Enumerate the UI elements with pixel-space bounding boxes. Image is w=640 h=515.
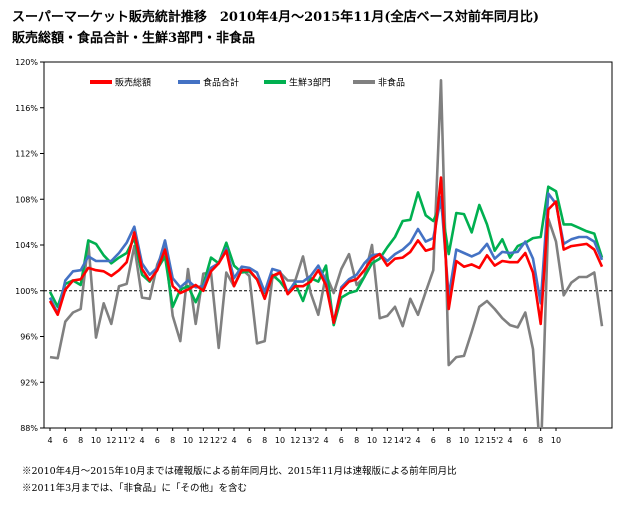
x-tick-label: 12: [290, 436, 300, 445]
y-tick-label: 112%: [15, 150, 38, 159]
x-axis-labels: 4 6 8 10 12 11'2 4 6 8 10 12 12'2 4 6 8 10 12 13'2 4 6 8 10 12…: [47, 436, 561, 445]
x-tick-label: 11'2: [118, 436, 135, 445]
y-tick-label: 116%: [15, 104, 38, 113]
y-tick-label: 88%: [20, 424, 38, 433]
x-tick-label: 4: [507, 436, 512, 445]
x-tick-label: 6: [339, 436, 344, 445]
x-tick-label: 6: [431, 436, 436, 445]
x-tick-label: 4: [323, 436, 328, 445]
x-tick-label: 6: [523, 436, 528, 445]
legend: 販売総額 食品合計 生鮮3部門 非食品: [90, 77, 405, 89]
series-line-1: [48, 176, 604, 326]
x-tick-label: 8: [170, 436, 175, 445]
x-tick-label: 15'2: [486, 436, 503, 445]
x-tick-label: 8: [354, 436, 359, 445]
x-tick-label: 13'2: [302, 436, 319, 445]
x-tick-label: 10: [367, 436, 377, 445]
x-tick-label: 6: [63, 436, 68, 445]
chart-title: スーパーマーケット販売統計推移 2010年4月～2015年11月(全店ベース対前…: [12, 10, 540, 25]
y-axis-labels: 88% 92% 96% 100% 104% 108% 112% 116% 120%: [15, 58, 38, 433]
series-line-3: [48, 185, 604, 327]
x-tick-label: 6: [155, 436, 160, 445]
plot-border: [43, 61, 613, 429]
x-tick-label: 4: [47, 436, 52, 445]
y-tick-label: 120%: [15, 58, 38, 67]
x-tick-label: 8: [78, 436, 83, 445]
x-tick-label: 4: [415, 436, 420, 445]
x-tick-label: 4: [231, 436, 236, 445]
series-lines: [48, 79, 604, 428]
x-tick-label: 4: [139, 436, 144, 445]
plot-area: [40, 61, 613, 431]
x-tick-label: 12: [474, 436, 484, 445]
y-tick-label: 92%: [20, 378, 38, 387]
x-tick-label: 12: [382, 436, 392, 445]
legend-label: 生鮮3部門: [289, 77, 331, 89]
y-tick-label: 96%: [20, 333, 38, 342]
footnote-1: ※2010年4月～2015年10月までは確報版による前年同月比、2015年11月…: [22, 466, 457, 477]
x-tick-label: 8: [446, 436, 451, 445]
x-tick-label: 10: [91, 436, 101, 445]
x-tick-label: 8: [262, 436, 267, 445]
legend-label: 販売総額: [115, 77, 151, 89]
x-tick-label: 12: [106, 436, 116, 445]
y-tick-label: 100%: [15, 287, 38, 296]
x-tick-label: 8: [538, 436, 543, 445]
x-tick-label: 10: [183, 436, 193, 445]
y-tick-label: 104%: [15, 241, 38, 250]
x-tick-label: 10: [275, 436, 285, 445]
x-tick-label: 6: [247, 436, 252, 445]
x-tick-label: 12'2: [210, 436, 227, 445]
x-tick-label: 10: [551, 436, 561, 445]
legend-label: 非食品: [378, 77, 405, 89]
y-tick-label: 108%: [15, 195, 38, 204]
footnote-2: ※2011年3月までは、「非食品」に「その他」を含む: [22, 483, 247, 494]
line-chart: 88% 92% 96% 100% 104% 108% 112% 116% 120% 4 6 8 10 1…: [15, 58, 613, 445]
x-tick-label: 12: [198, 436, 208, 445]
x-tick-label: 14'2: [394, 436, 411, 445]
x-tick-label: 10: [459, 436, 469, 445]
legend-label: 食品合計: [203, 77, 239, 89]
chart-subtitle: 販売総額・食品合計・生鮮3部門・非食品: [12, 31, 256, 46]
